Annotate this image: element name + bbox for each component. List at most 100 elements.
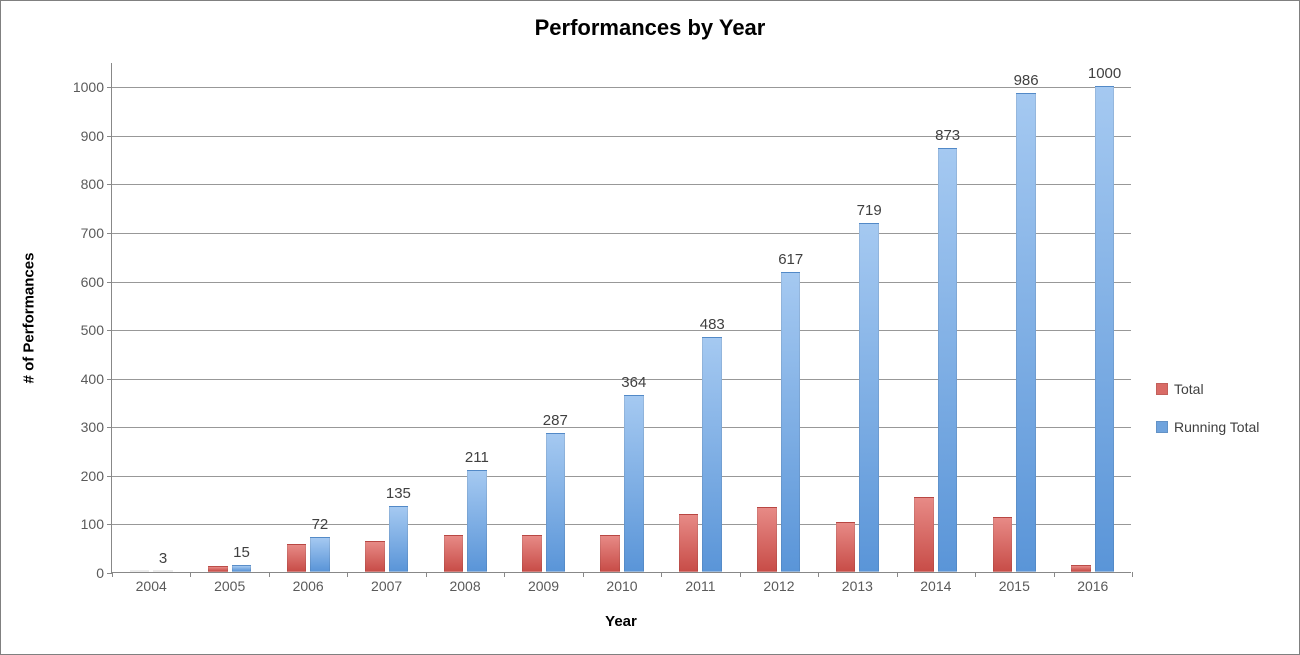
y-tick-label: 0 [96,565,104,581]
x-tick-mark [504,572,505,577]
x-tick-label: 2004 [136,578,167,594]
bar-running-total [859,223,879,572]
bar-total [522,535,542,572]
y-tick-label: 900 [81,128,104,144]
x-tick-mark [269,572,270,577]
bar-running-total [389,506,409,572]
bar-running-total [624,395,644,572]
x-tick-label: 2015 [999,578,1030,594]
plot-area: 0100200300400500600700800900100020043200… [111,63,1131,573]
x-tick-label: 2005 [214,578,245,594]
gridline [112,524,1131,525]
bar-running-total [702,337,722,572]
x-tick-label: 2011 [685,578,715,594]
y-tick-label: 200 [81,468,104,484]
bar-total [600,535,620,572]
gridline [112,476,1131,477]
chart-title: Performances by Year [1,15,1299,41]
bar-total [208,566,228,572]
x-tick-label: 2014 [920,578,951,594]
bar-running-total [546,433,566,572]
x-tick-mark [583,572,584,577]
x-axis-title: Year [111,613,1131,630]
data-label: 135 [386,485,411,502]
chart-frame: Performances by Year 0100200300400500600… [0,0,1300,655]
data-label: 15 [233,544,250,561]
x-tick-label: 2010 [606,578,637,594]
bar-running-total [1095,86,1115,572]
bar-total [757,507,777,572]
data-label: 986 [1014,72,1039,89]
x-tick-mark [1132,572,1133,577]
bar-running-total [467,470,487,572]
bar-total [130,570,150,572]
y-tick-mark [107,524,112,525]
data-label: 483 [700,316,725,333]
x-tick-mark [347,572,348,577]
bar-running-total [1016,93,1036,572]
gridline [112,233,1131,234]
x-tick-mark [1054,572,1055,577]
data-label: 364 [621,374,646,391]
bar-running-total [938,148,958,572]
data-label: 287 [543,412,568,429]
data-label: 719 [857,202,882,219]
x-tick-mark [661,572,662,577]
y-tick-mark [107,282,112,283]
y-tick-label: 100 [81,516,104,532]
legend-swatch [1156,383,1168,395]
x-tick-mark [740,572,741,577]
x-tick-label: 2006 [293,578,324,594]
bar-total [365,541,385,572]
bar-total [444,535,464,572]
y-tick-label: 600 [81,274,104,290]
x-tick-label: 2016 [1077,578,1108,594]
gridline [112,136,1131,137]
y-tick-mark [107,184,112,185]
x-tick-label: 2009 [528,578,559,594]
bar-running-total [153,570,173,572]
legend-label: Running Total [1174,419,1259,435]
gridline [112,427,1131,428]
bar-total [993,517,1013,572]
y-axis-title: # of Performances [21,253,38,384]
y-tick-label: 400 [81,371,104,387]
y-tick-label: 500 [81,322,104,338]
y-tick-mark [107,136,112,137]
gridline [112,282,1131,283]
y-tick-mark [107,87,112,88]
bar-total [914,497,934,572]
gridline [112,330,1131,331]
x-tick-mark [112,572,113,577]
x-tick-mark [818,572,819,577]
gridline [112,87,1131,88]
bar-running-total [232,565,252,572]
data-label: 211 [465,449,489,466]
x-tick-label: 2012 [763,578,794,594]
y-tick-label: 300 [81,419,104,435]
gridline [112,184,1131,185]
bar-running-total [310,537,330,572]
y-tick-mark [107,476,112,477]
bar-total [836,522,856,572]
data-label: 72 [312,516,329,533]
x-tick-mark [897,572,898,577]
legend-item: Total [1156,381,1259,397]
legend-swatch [1156,421,1168,433]
data-label: 617 [778,251,803,268]
legend: Total Running Total [1156,381,1259,457]
x-tick-mark [975,572,976,577]
bar-total [1071,565,1091,572]
y-tick-mark [107,233,112,234]
x-tick-label: 2013 [842,578,873,594]
y-tick-label: 1000 [73,79,104,95]
x-tick-label: 2007 [371,578,402,594]
y-tick-label: 700 [81,225,104,241]
x-tick-mark [426,572,427,577]
x-tick-mark [190,572,191,577]
y-tick-label: 800 [81,176,104,192]
x-tick-label: 2008 [449,578,480,594]
data-label: 1000 [1088,65,1121,82]
y-tick-mark [107,330,112,331]
bar-running-total [781,272,801,572]
